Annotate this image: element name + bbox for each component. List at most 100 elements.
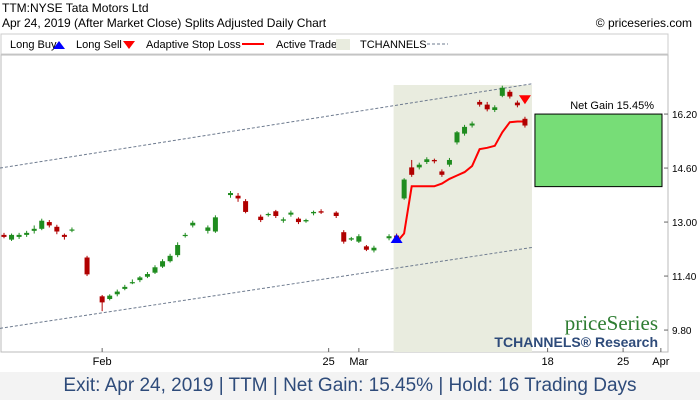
plot-frame: [0, 54, 669, 353]
candle-body: [462, 126, 468, 134]
candle: [303, 218, 309, 223]
legend-buy-icon: [53, 41, 65, 49]
candle-body: [303, 220, 309, 222]
markers-layer: [390, 95, 531, 243]
candle-body: [469, 123, 475, 126]
candle-body: [152, 267, 158, 273]
net-gain-box: [534, 113, 663, 188]
candle: [416, 162, 422, 170]
candle: [446, 157, 452, 167]
candle-body: [439, 171, 445, 175]
legend-tchannels: TCHANNELS: [360, 39, 427, 51]
candle-body: [9, 234, 15, 240]
candle-body: [205, 227, 211, 231]
candle-body: [492, 107, 498, 111]
x-tick-label: Feb: [93, 356, 112, 368]
candle-body: [1, 234, 7, 237]
candle: [212, 215, 218, 233]
candle-body: [190, 222, 196, 226]
candle: [190, 220, 196, 228]
x-tick-label: 25: [323, 356, 335, 368]
candle-body: [311, 211, 317, 214]
candle-body: [401, 179, 407, 199]
candle-body: [446, 159, 452, 165]
candle: [363, 245, 369, 252]
candle-body: [31, 228, 37, 231]
candle: [341, 230, 347, 244]
candle: [243, 199, 249, 214]
priceseries-logo: priceSeries: [565, 311, 658, 335]
candle: [477, 99, 483, 107]
net-gain-label: Net Gain 15.45%: [570, 100, 654, 112]
candle: [409, 159, 415, 177]
candle-body: [16, 234, 22, 237]
candle: [31, 225, 37, 234]
candle-body: [522, 118, 528, 126]
candle-body: [258, 216, 264, 221]
candle-body: [318, 211, 324, 213]
candle: [265, 212, 271, 217]
candle-body: [160, 261, 166, 267]
candle: [386, 234, 392, 241]
candle-body: [507, 91, 513, 97]
candle-body: [61, 234, 67, 237]
candle: [288, 210, 294, 217]
candle: [522, 116, 528, 128]
candle: [61, 233, 67, 240]
candles-layer: [1, 85, 528, 312]
candle-body: [122, 286, 128, 289]
candle-body: [129, 282, 135, 284]
candle-body: [386, 236, 392, 239]
candle-body: [84, 257, 90, 275]
trade-layer: [393, 85, 532, 352]
candle: [514, 100, 520, 108]
candle: [24, 230, 30, 237]
candle: [175, 242, 181, 258]
candle: [484, 101, 490, 112]
chart-subtitle: Apr 24, 2019 (After Market Close) Splits…: [2, 16, 327, 30]
candle-body: [431, 159, 437, 162]
candle: [258, 214, 264, 223]
candle: [144, 272, 150, 279]
candle-body: [288, 212, 294, 215]
candle-body: [46, 222, 52, 226]
candle-body: [114, 291, 120, 295]
candle-body: [356, 236, 362, 242]
tchannels-research: TCHANNELS® Research: [494, 334, 658, 350]
candle: [469, 121, 475, 128]
candle: [356, 234, 362, 243]
candle: [9, 233, 15, 241]
candle: [182, 232, 188, 238]
candle: [99, 294, 105, 312]
y-tick-label: 11.40: [672, 272, 697, 283]
candle-body: [69, 229, 75, 231]
candle: [462, 124, 468, 136]
candle: [84, 255, 90, 277]
candle: [16, 232, 22, 239]
candle-body: [341, 232, 347, 242]
candle: [273, 209, 279, 219]
candle: [454, 130, 460, 145]
y-tick-label: 13.00: [672, 218, 697, 229]
legend-sell-icon: [123, 41, 135, 49]
candle-body: [99, 296, 105, 303]
candle-body: [295, 218, 301, 223]
candle-body: [243, 201, 249, 212]
candle: [439, 169, 445, 177]
candle-body: [167, 255, 173, 262]
candle-body: [424, 159, 430, 162]
candle-body: [409, 167, 415, 175]
candle-body: [228, 193, 233, 196]
long-sell-marker: [518, 95, 531, 105]
active-trade-region: [393, 85, 532, 352]
candle-body: [212, 217, 218, 232]
legend-long-buy: Long Buy: [10, 39, 57, 51]
candle-body: [348, 238, 354, 240]
x-tick-label: 25: [617, 356, 629, 368]
candle: [507, 89, 513, 99]
candle: [137, 276, 143, 283]
candle: [499, 85, 505, 98]
candle: [401, 178, 407, 200]
legend: Long Buy Long Sell Adaptive Stop Loss Ac…: [0, 33, 669, 55]
x-tick-label: Apr: [652, 356, 669, 368]
